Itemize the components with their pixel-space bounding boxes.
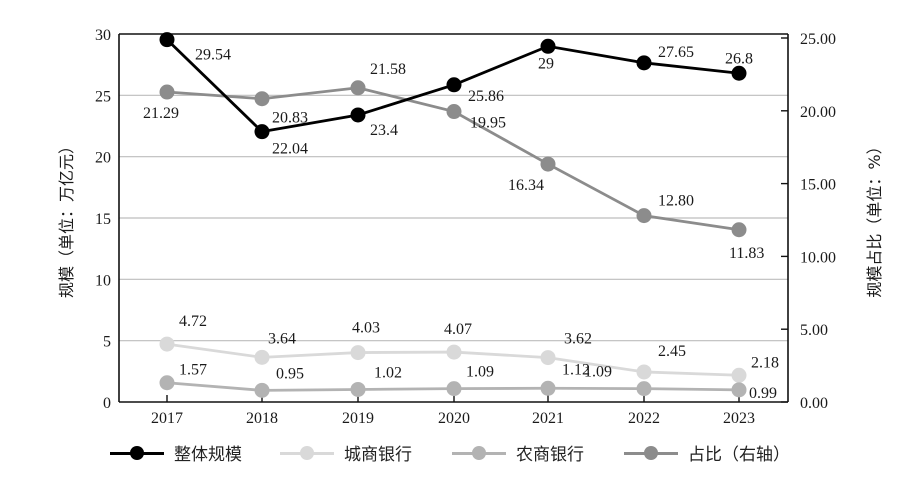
legend-label: 整体规模: [174, 445, 242, 465]
y-right-tick-label: 10.00: [800, 249, 836, 266]
x-tick-label: 2022: [628, 410, 660, 427]
data-point: [731, 382, 747, 398]
x-tick-label: 2021: [532, 410, 564, 427]
data-point: [446, 77, 462, 93]
legend-label: 城商银行: [344, 445, 412, 465]
data-label: 1.09: [466, 364, 494, 381]
data-point: [540, 156, 556, 172]
legend-swatch-icon: [452, 443, 506, 463]
data-point: [350, 107, 366, 123]
data-label: 20.83: [272, 110, 308, 127]
data-point: [254, 349, 270, 365]
data-label: 1.57: [179, 362, 207, 379]
data-label: 0.95: [276, 365, 304, 382]
data-label: 0.99: [749, 385, 777, 402]
data-point: [636, 55, 652, 71]
y-tick-label: 5: [103, 334, 111, 351]
data-label: 16.34: [508, 177, 544, 194]
y-tick-label: 15: [95, 211, 111, 228]
data-point: [540, 350, 556, 366]
data-point: [254, 91, 270, 107]
data-label: 3.64: [268, 330, 296, 347]
data-label: 4.72: [179, 313, 207, 330]
x-tick-label: 2020: [438, 410, 470, 427]
x-tick-label: 2018: [246, 410, 278, 427]
data-label: 2.18: [751, 354, 779, 371]
legend-swatch-icon: [110, 443, 164, 463]
legend-item-total: 整体规模: [110, 440, 242, 465]
line-chart: 0 5 10 15 20 25 30 0.00 5.00 10.00 15.00 20.00 25.00…: [57, 27, 884, 427]
y-tick-label: 25: [95, 88, 111, 105]
y-tick-label: 30: [95, 27, 111, 44]
legend-swatch-icon: [624, 443, 678, 463]
data-point: [254, 124, 270, 140]
data-point: [159, 375, 175, 391]
series-2: 1.57 0.95 1.02 1.09 1.121.090.99: [159, 361, 777, 402]
data-point: [731, 222, 747, 238]
data-point: [540, 380, 556, 396]
legend-label: 农商银行: [516, 445, 584, 465]
data-label: 21.58: [370, 61, 406, 78]
data-point: [350, 381, 366, 397]
y-right-tick-label: 25.00: [800, 31, 836, 48]
data-point: [159, 32, 175, 48]
data-point: [350, 345, 366, 361]
data-label: 3.62: [564, 331, 592, 348]
data-label: 29.54: [195, 47, 231, 64]
data-label: 25.86: [468, 88, 504, 105]
data-label: 19.95: [470, 115, 506, 132]
y-axis-title: 规模（单位：万亿元）: [57, 138, 76, 298]
data-label: 2.45: [658, 343, 686, 360]
y-tick-label: 0: [103, 395, 111, 412]
data-point: [731, 65, 747, 81]
data-label: 1.09: [584, 364, 612, 381]
y-right-tick-label: 15.00: [800, 177, 836, 194]
data-label: 29: [538, 55, 554, 72]
legend-item-city-bank: 城商银行: [280, 440, 412, 465]
data-point: [446, 381, 462, 397]
data-label: 12.80: [658, 193, 694, 210]
data-point: [254, 382, 270, 398]
data-label: 22.04: [272, 141, 308, 158]
data-point: [159, 84, 175, 100]
legend: 整体规模 城商银行 农商银行 占比（右轴）: [110, 440, 830, 465]
data-point: [540, 38, 556, 54]
legend-item-rural-bank: 农商银行: [452, 440, 584, 465]
data-label: 21.29: [143, 105, 179, 122]
series-3: 21.29 20.83 21.58 19.95 16.34 12.80 11.83: [143, 61, 764, 262]
data-label: 1.02: [374, 364, 402, 381]
x-tick-label: 2023: [723, 410, 755, 427]
series-0: 29.54 22.04 23.4 25.86 29 27.65 26.8: [159, 32, 753, 158]
data-label: 23.4: [370, 122, 398, 139]
data-point: [636, 364, 652, 380]
data-point: [731, 367, 747, 383]
data-label: 1.12: [562, 361, 590, 378]
y-axis-right-title: 规模占比（单位：%）: [865, 138, 884, 297]
x-tick-label: 2017: [151, 410, 183, 427]
data-label: 26.8: [725, 50, 753, 67]
data-point: [636, 208, 652, 224]
data-label: 4.07: [444, 321, 472, 338]
legend-item-share: 占比（右轴）: [624, 440, 790, 465]
data-point: [636, 381, 652, 397]
legend-label: 占比（右轴）: [688, 445, 790, 465]
x-tick-label: 2019: [342, 410, 374, 427]
y-right-tick-label: 20.00: [800, 104, 836, 121]
data-point: [446, 104, 462, 120]
data-point: [159, 336, 175, 352]
series-1: 4.72 3.64 4.03 4.07 3.62 2.45 2.18: [159, 313, 779, 383]
data-point: [446, 344, 462, 360]
y-right-tick-label: 5.00: [800, 322, 828, 339]
legend-swatch-icon: [280, 443, 334, 463]
data-label: 11.83: [729, 245, 764, 262]
y-tick-label: 10: [95, 272, 111, 289]
data-label: 4.03: [352, 320, 380, 337]
data-label: 27.65: [658, 44, 694, 61]
y-right-tick-label: 0.00: [800, 395, 828, 412]
y-tick-label: 20: [95, 150, 111, 167]
data-point: [350, 80, 366, 96]
